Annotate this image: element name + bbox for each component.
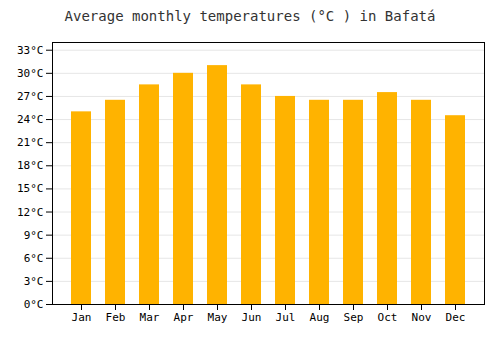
svg-text:9°C: 9°C bbox=[24, 229, 44, 242]
svg-text:6°C: 6°C bbox=[24, 252, 44, 265]
svg-text:33°C: 33°C bbox=[17, 44, 44, 57]
svg-text:Sep: Sep bbox=[344, 311, 364, 324]
svg-text:Apr: Apr bbox=[174, 311, 194, 324]
svg-text:18°C: 18°C bbox=[17, 159, 44, 172]
svg-text:12°C: 12°C bbox=[17, 206, 44, 219]
svg-text:Aug: Aug bbox=[310, 311, 330, 324]
svg-text:May: May bbox=[208, 311, 228, 324]
svg-text:Jul: Jul bbox=[276, 311, 296, 324]
svg-text:Mar: Mar bbox=[140, 311, 160, 324]
svg-text:27°C: 27°C bbox=[17, 90, 44, 103]
svg-text:Jan: Jan bbox=[72, 311, 92, 324]
svg-text:Jun: Jun bbox=[242, 311, 262, 324]
svg-text:Oct: Oct bbox=[378, 311, 398, 324]
svg-text:Feb: Feb bbox=[106, 311, 126, 324]
svg-text:0°C: 0°C bbox=[24, 298, 44, 311]
svg-text:Nov: Nov bbox=[412, 311, 432, 324]
html-text:Average monthly temperatures (: Average monthly temperatures (°C ) in Ba… bbox=[64, 8, 436, 24]
svg-text:24°C: 24°C bbox=[17, 113, 44, 126]
svg-text:30°C: 30°C bbox=[17, 67, 44, 80]
svg-text:3°C: 3°C bbox=[24, 275, 44, 288]
svg-text:21°C: 21°C bbox=[17, 136, 44, 149]
svg-text:15°C: 15°C bbox=[17, 182, 44, 195]
svg-text:Dec: Dec bbox=[446, 311, 466, 324]
